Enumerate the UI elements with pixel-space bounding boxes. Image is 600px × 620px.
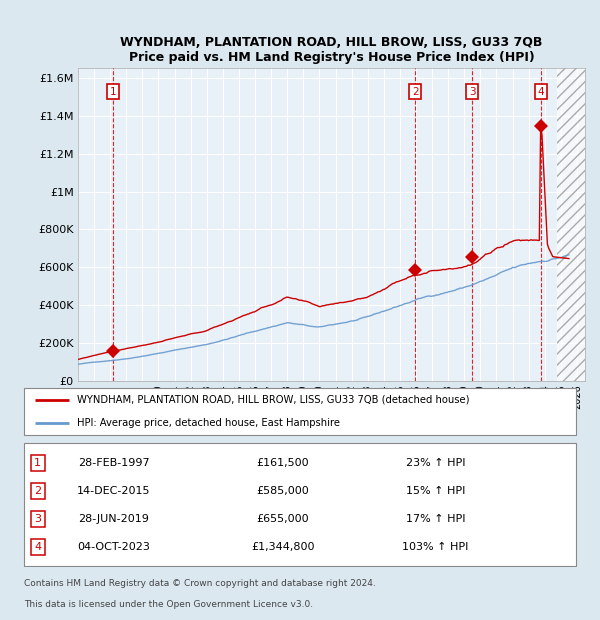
- Text: 23% ↑ HPI: 23% ↑ HPI: [406, 458, 465, 468]
- Text: £161,500: £161,500: [257, 458, 310, 468]
- FancyBboxPatch shape: [23, 443, 577, 566]
- Text: HPI: Average price, detached house, East Hampshire: HPI: Average price, detached house, East…: [77, 418, 340, 428]
- Bar: [557, 68, 585, 381]
- Text: 2: 2: [412, 87, 419, 97]
- Text: 2: 2: [34, 486, 41, 496]
- Text: 17% ↑ HPI: 17% ↑ HPI: [406, 514, 465, 524]
- Text: 4: 4: [538, 87, 544, 97]
- Text: 28-JUN-2019: 28-JUN-2019: [79, 514, 149, 524]
- Text: 3: 3: [469, 87, 475, 97]
- Text: £655,000: £655,000: [257, 514, 310, 524]
- Text: 1: 1: [34, 458, 41, 468]
- Bar: [557, 68, 585, 381]
- Text: £585,000: £585,000: [257, 486, 310, 496]
- Text: WYNDHAM, PLANTATION ROAD, HILL BROW, LISS, GU33 7QB (detached house): WYNDHAM, PLANTATION ROAD, HILL BROW, LIS…: [77, 395, 470, 405]
- Text: 15% ↑ HPI: 15% ↑ HPI: [406, 486, 465, 496]
- FancyBboxPatch shape: [23, 388, 577, 435]
- Text: 1: 1: [109, 87, 116, 97]
- Text: 04-OCT-2023: 04-OCT-2023: [77, 542, 151, 552]
- Text: 14-DEC-2015: 14-DEC-2015: [77, 486, 151, 496]
- Text: 3: 3: [34, 514, 41, 524]
- Text: 103% ↑ HPI: 103% ↑ HPI: [402, 542, 469, 552]
- Text: Contains HM Land Registry data © Crown copyright and database right 2024.: Contains HM Land Registry data © Crown c…: [23, 579, 376, 588]
- Text: 4: 4: [34, 542, 41, 552]
- Title: WYNDHAM, PLANTATION ROAD, HILL BROW, LISS, GU33 7QB
Price paid vs. HM Land Regis: WYNDHAM, PLANTATION ROAD, HILL BROW, LIS…: [121, 36, 542, 64]
- Text: 28-FEB-1997: 28-FEB-1997: [78, 458, 149, 468]
- Text: This data is licensed under the Open Government Licence v3.0.: This data is licensed under the Open Gov…: [23, 600, 313, 609]
- Text: £1,344,800: £1,344,800: [251, 542, 315, 552]
